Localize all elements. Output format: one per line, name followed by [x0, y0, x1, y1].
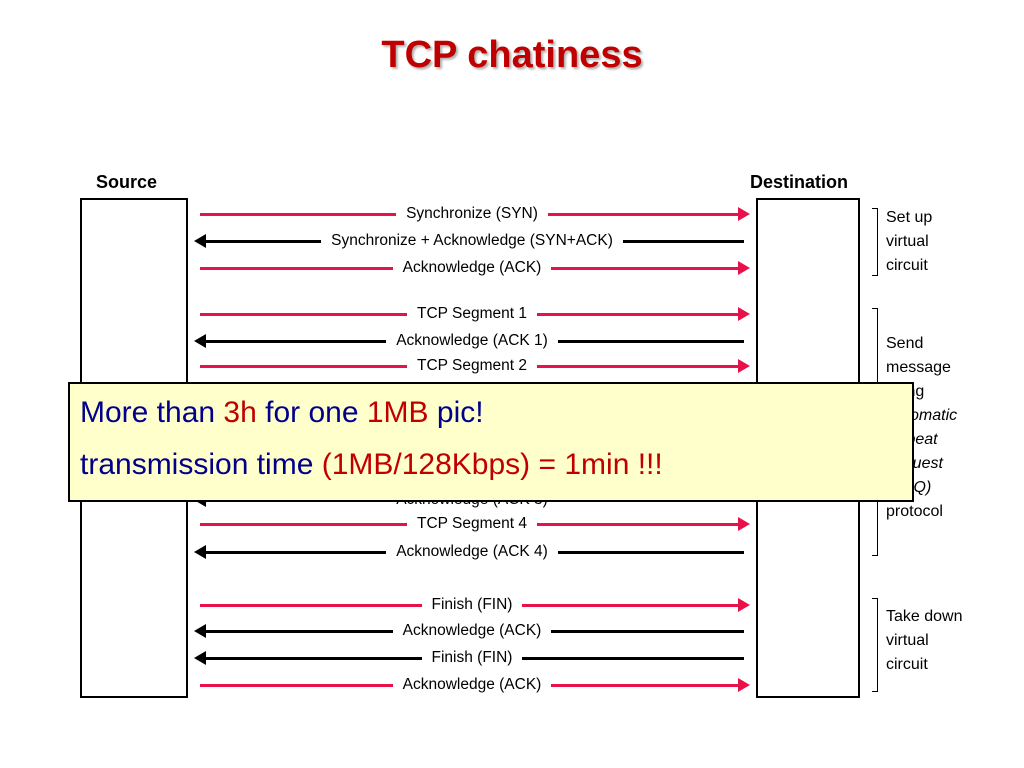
arrow-left-icon: [194, 334, 206, 348]
message-arrow: Acknowledge (ACK 1): [194, 331, 750, 351]
arrow-left-icon: [194, 651, 206, 665]
message-label: Acknowledge (ACK 4): [386, 543, 558, 560]
message-arrow: Acknowledge (ACK): [194, 675, 750, 695]
message-arrow: Finish (FIN): [194, 648, 750, 668]
message-arrow: TCP Segment 1: [194, 304, 750, 324]
arrow-right-icon: [738, 359, 750, 373]
message-label: Synchronize + Acknowledge (SYN+ACK): [321, 232, 623, 249]
arrow-right-icon: [738, 598, 750, 612]
message-arrow: Finish (FIN): [194, 595, 750, 615]
message-arrow: TCP Segment 2: [194, 356, 750, 376]
destination-label: Destination: [750, 172, 849, 192]
source-label: Source: [96, 172, 158, 192]
arrow-left-icon: [194, 545, 206, 559]
arrow-right-icon: [738, 307, 750, 321]
message-arrow: Acknowledge (ACK 4): [194, 542, 750, 562]
message-label: TCP Segment 2: [407, 357, 537, 374]
message-arrow: Acknowledge (ACK): [194, 258, 750, 278]
setup-bracket: [872, 208, 878, 276]
message-label: TCP Segment 1: [407, 305, 537, 322]
message-arrow: Synchronize (SYN): [194, 204, 750, 224]
arrow-left-icon: [194, 624, 206, 638]
message-label: Finish (FIN): [421, 649, 523, 666]
message-arrow: Acknowledge (ACK): [194, 621, 750, 641]
arrow-left-icon: [194, 234, 206, 248]
message-label: Synchronize (SYN): [396, 205, 548, 222]
arrow-right-icon: [738, 261, 750, 275]
arrow-right-icon: [738, 207, 750, 221]
slide-title: TCP chatiness: [381, 34, 643, 76]
callout-box: More than 3h for one 1MB pic! transmissi…: [68, 382, 914, 502]
message-label: Acknowledge (ACK): [392, 622, 552, 639]
callout-line-1: More than 3h for one 1MB pic!: [80, 396, 484, 429]
message-label: Acknowledge (ACK 1): [386, 332, 558, 349]
setup-phase-label: Set up virtual circuit: [886, 209, 933, 274]
teardown-phase-label: Take down virtual circuit: [886, 608, 963, 673]
arrow-right-icon: [738, 517, 750, 531]
message-arrow: TCP Segment 4: [194, 514, 750, 534]
message-label: Acknowledge (ACK): [392, 676, 552, 693]
message-label: Finish (FIN): [421, 596, 523, 613]
callout-line-2: transmission time (1MB/128Kbps) = 1min !…: [80, 448, 663, 481]
teardown-bracket: [872, 598, 878, 692]
message-arrow: Synchronize + Acknowledge (SYN+ACK): [194, 231, 750, 251]
message-label: Acknowledge (ACK): [392, 259, 552, 276]
arrow-right-icon: [738, 678, 750, 692]
message-label: TCP Segment 4: [407, 515, 537, 532]
